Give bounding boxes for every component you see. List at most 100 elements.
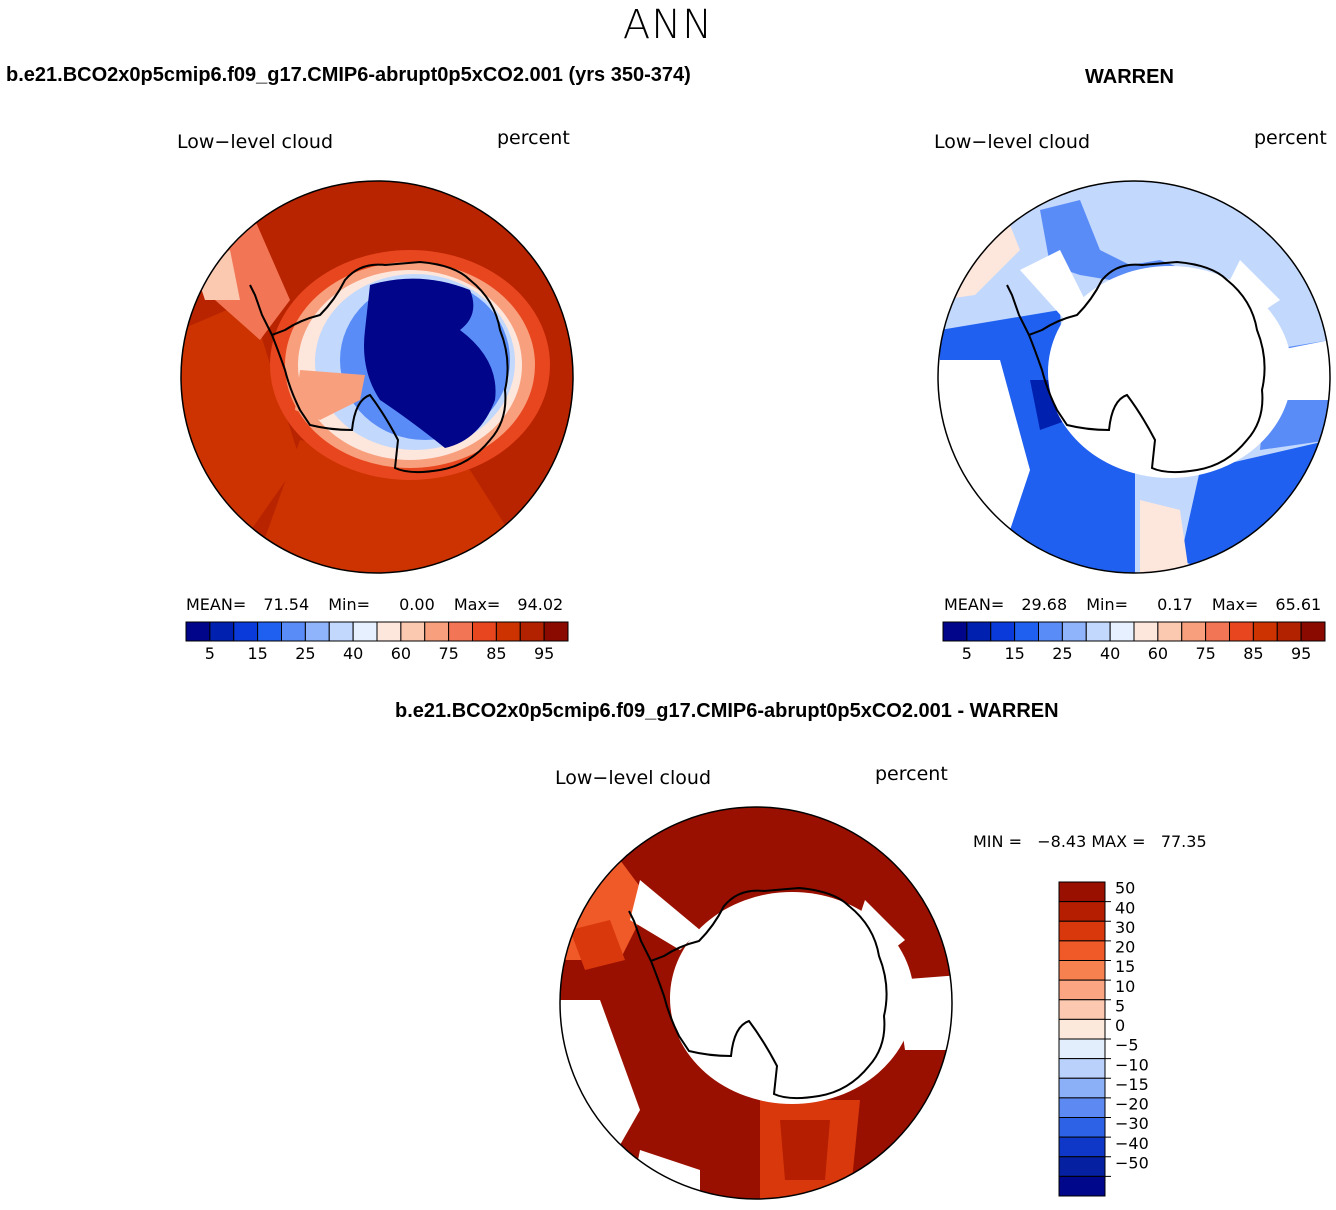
panel3-colorbar-cell	[1058, 881, 1106, 903]
panel3-colorbar-tick-label: −50	[1115, 1153, 1149, 1172]
panel2-colorbar-cell	[990, 621, 1016, 642]
panel2-colorbar-tick-label: 5	[962, 644, 972, 663]
panel3-colorbar-cell	[1058, 1175, 1106, 1197]
panel2-colorbar-cell	[1276, 621, 1302, 642]
panel3-colorbar-cell	[1058, 960, 1106, 981]
panel2-colorbar-tick-label: 40	[1100, 644, 1120, 663]
panel2-colorbar-cell	[1061, 621, 1087, 642]
panel1-antarctica-outline	[270, 260, 509, 474]
panel2-colorbar-tick-label: 95	[1291, 644, 1311, 663]
panel3-colorbar-tick-label: −15	[1115, 1075, 1149, 1094]
panel1-stats: MEAN= 71.54 Min= 0.00 Max= 94.02	[186, 595, 563, 614]
panel1-mean-value: 71.54	[263, 595, 310, 614]
panel2-colorbar-cell	[1085, 621, 1111, 642]
panel1-colorbar-cell	[519, 621, 545, 642]
panel2-min-label: Min=	[1086, 595, 1129, 614]
panel1-peninsula-outline	[249, 284, 273, 336]
panel2-colorbar-cell	[1133, 621, 1159, 642]
panel1-colorbar-cell	[209, 621, 235, 642]
panel1-colorbar-cell	[543, 621, 569, 642]
panel1-colorbar-tick-label: 60	[391, 644, 411, 663]
panel1-colorbar-cell	[495, 621, 521, 642]
panel3-colorbar-cell	[1058, 1117, 1106, 1138]
panel3-colorbar-tick-label: 30	[1115, 918, 1135, 937]
panel3-variable-label: Low−level cloud	[555, 767, 712, 789]
panel3-colorbar-cell	[1058, 999, 1106, 1020]
panel3-colorbar-tick-label: −40	[1115, 1134, 1149, 1153]
panel2-colorbar-tick-label: 85	[1243, 644, 1263, 663]
panel2-colorbar-cell	[1252, 621, 1278, 642]
panel3-colorbar-cell	[1058, 901, 1106, 922]
panel2-missing-1	[1020, 250, 1090, 320]
panel2-antarctica-outline	[1027, 260, 1266, 474]
panel1-map-border	[180, 180, 574, 574]
panel1-colorbar-cell	[400, 621, 426, 642]
panel3-colorbar-tick-label: 10	[1115, 977, 1135, 996]
panel2-stats: MEAN= 29.68 Min= 0.17 Max= 65.61	[944, 595, 1321, 614]
panel3-missing-2	[630, 880, 700, 950]
panel1-colorbar: 5 15 25 40 60 75 85 95	[185, 621, 569, 663]
panel2-max-label: Max=	[1211, 595, 1259, 614]
panel3-colorbar-tick-label: 15	[1115, 957, 1135, 976]
panel3-colorbar-tick-label: 50	[1115, 879, 1135, 898]
panel1-colorbar-cell	[424, 621, 450, 642]
panel1-title: b.e21.BCO2x0p5cmip6.f09_g17.CMIP6-abrupt…	[6, 64, 691, 86]
panel3-south-mid	[780, 1120, 830, 1180]
panel3-units-label: percent	[875, 763, 948, 785]
panel1-colorbar-tick-label: 95	[534, 644, 554, 663]
panel1-colorbar-cell	[304, 621, 330, 642]
panel3-colorbar-tick-label: −20	[1115, 1095, 1149, 1114]
panel1-colorbar-cell	[281, 621, 306, 642]
panel3-map-border	[559, 806, 953, 1200]
panel1-colorbar-tick-label: 40	[343, 644, 363, 663]
panel1-colorbar-tick-label: 5	[205, 644, 215, 663]
panel1-ice-core	[364, 278, 496, 448]
panel3-colorbar-cell	[1058, 1156, 1106, 1177]
panel1-min-label: Min=	[328, 595, 371, 614]
panel2-map-border	[937, 180, 1331, 574]
panel1-colorbar-tick-label: 15	[247, 644, 267, 663]
panel3-colorbar-cell	[1058, 940, 1106, 961]
panel2-variable-label: Low−level cloud	[934, 131, 1091, 153]
panel2-colorbar-tick-label: 15	[1004, 644, 1024, 663]
panel3-title: b.e21.BCO2x0p5cmip6.f09_g17.CMIP6-abrupt…	[395, 700, 1059, 722]
panel1-mean-label: MEAN=	[186, 595, 247, 614]
panel1-units-label: percent	[497, 127, 570, 149]
panel2-colorbar-cell	[1014, 621, 1039, 642]
panel2-colorbar-tick-label: 75	[1195, 644, 1215, 663]
panel2-colorbar-cell	[942, 621, 968, 642]
panel2-colorbar-tick-label: 60	[1148, 644, 1168, 663]
panel1-max-value: 94.02	[517, 595, 564, 614]
panel3-antarctica-outline	[649, 886, 888, 1100]
panel3-colorbar-cell	[1058, 1077, 1106, 1099]
panel3-colorbar-tick-label: −10	[1115, 1055, 1149, 1074]
panel2-colorbar: 5 15 25 40 60 75 85 95	[942, 621, 1326, 663]
panel2-colorbar-cell	[1109, 621, 1135, 642]
panel1-colorbar-cell	[185, 621, 211, 642]
panel1-colorbar-cell	[376, 621, 402, 642]
panel1-colorbar-cell	[448, 621, 473, 642]
panel2-colorbar-tick-label: 25	[1052, 644, 1072, 663]
panel2-min-value: 0.17	[1157, 595, 1193, 614]
panel2-colorbar-cell	[1038, 621, 1063, 642]
panel3-colorbar-tick-label: 40	[1115, 898, 1135, 917]
panel1-colorbar-cell	[472, 621, 497, 642]
page-title: ANN	[622, 2, 714, 48]
panel3-colorbar-tick-label: −30	[1115, 1114, 1149, 1133]
panel1-southern-band	[250, 440, 540, 573]
panel1-max-label: Max=	[453, 595, 501, 614]
panel1-ross-embayment	[295, 370, 365, 420]
panel1-colorbar-cell	[352, 621, 378, 642]
panel1-colorbar-tick-label: 85	[486, 644, 506, 663]
panel3-colorbar-cell	[1058, 1018, 1106, 1040]
panel2-max-value: 65.61	[1275, 595, 1322, 614]
panel3-colorbar-tick-label: 20	[1115, 938, 1135, 957]
panel2-peninsula-outline	[1006, 284, 1030, 336]
panel2-title: WARREN	[1085, 66, 1174, 88]
panel1-colorbar-cell	[233, 621, 259, 642]
panel2-missing-4	[1280, 340, 1330, 400]
panel3-minmax: MIN = −8.43 MAX = 77.35	[973, 832, 1207, 851]
